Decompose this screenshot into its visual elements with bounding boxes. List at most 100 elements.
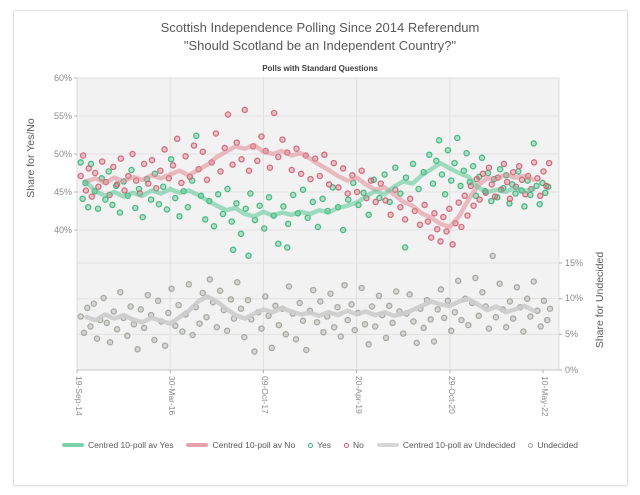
dot-undecided: [406, 291, 413, 298]
dot-undecided: [244, 296, 252, 304]
dot-yes: [84, 203, 92, 211]
dot-undecided: [296, 299, 303, 307]
dot-undecided: [523, 295, 531, 302]
dot-undecided: [80, 329, 88, 337]
dot-no: [145, 180, 152, 187]
dot-no: [545, 159, 553, 167]
dot-undecided: [268, 344, 276, 352]
x-tick-label: 29-Oct-20: [446, 376, 457, 414]
dot-yes: [463, 149, 470, 157]
dot-yes: [339, 226, 347, 234]
dot-undecided: [320, 328, 327, 336]
dot-undecided: [327, 290, 334, 297]
dot-undecided: [479, 288, 486, 296]
dot-undecided: [110, 308, 118, 315]
dot-no: [500, 160, 508, 168]
dot-no: [397, 203, 404, 211]
legend-dot-swatch: [344, 442, 350, 448]
y-right-tick-label: 15%: [565, 257, 584, 268]
dot-yes: [280, 203, 287, 210]
dot-yes: [444, 146, 452, 154]
dot-yes: [365, 211, 372, 219]
dot-yes: [515, 168, 522, 175]
dot-no: [540, 168, 547, 175]
dot-no: [85, 165, 92, 172]
dot-yes: [256, 202, 263, 209]
dot-undecided: [537, 323, 544, 330]
dot-no: [440, 213, 447, 221]
dot-no: [224, 111, 232, 118]
dot-undecided: [189, 331, 196, 339]
dot-yes: [438, 171, 446, 178]
dot-undecided: [292, 336, 300, 343]
legend-label: Undecided: [537, 440, 579, 450]
dot-no: [470, 202, 477, 209]
dot-undecided: [168, 285, 175, 292]
dot-no: [229, 161, 236, 168]
dot-no: [148, 156, 156, 164]
x-tick-label: 20-Apr-19: [353, 376, 364, 414]
dot-undecided: [299, 317, 307, 325]
dot-no: [241, 106, 249, 114]
y-left-tick-label: 50%: [53, 148, 72, 159]
y-right-tick-label: 0%: [565, 364, 579, 375]
dot-yes: [314, 223, 322, 231]
dot-yes: [299, 186, 307, 193]
dot-yes: [392, 164, 399, 171]
dot-no: [458, 223, 465, 231]
x-tick-label: 19-Sep-14: [74, 376, 84, 416]
dot-undecided: [179, 328, 186, 335]
dot-no: [238, 156, 245, 163]
dot-no: [401, 216, 409, 223]
dot-no: [377, 180, 385, 187]
dot-no: [515, 162, 523, 170]
dot-undecided: [458, 316, 465, 324]
dot-undecided: [258, 325, 265, 332]
dot-yes: [376, 194, 383, 202]
legend: Centred 10-poll av Yes Centred 10-poll av…: [0, 440, 640, 450]
dot-no: [217, 168, 224, 175]
dot-undecided: [313, 318, 321, 326]
dot-yes: [457, 182, 464, 190]
dot-no: [485, 164, 493, 171]
dot-yes: [79, 195, 86, 203]
dot-no: [182, 153, 189, 160]
dot-undecided: [282, 331, 290, 338]
dot-yes: [441, 191, 449, 198]
y-left-tick-label: 55%: [53, 110, 72, 121]
dot-no: [254, 157, 261, 165]
dot-yes: [128, 166, 135, 174]
dot-yes: [397, 190, 404, 197]
dot-yes: [214, 191, 222, 198]
dot-yes: [265, 194, 273, 201]
dot-yes: [242, 205, 249, 212]
dot-undecided: [137, 306, 145, 313]
dot-yes: [176, 213, 183, 220]
dot-undecided: [227, 296, 235, 303]
dot-no: [431, 210, 438, 217]
dot-undecided: [348, 301, 355, 308]
dot-no: [173, 135, 181, 143]
dot-no: [479, 170, 487, 178]
dot-undecided: [430, 338, 438, 345]
dot-undecided: [509, 315, 517, 322]
dot-yes: [94, 205, 102, 212]
dot-no: [387, 211, 394, 219]
dot-no: [467, 182, 475, 190]
dot-undecided: [265, 312, 272, 320]
dot-undecided: [134, 346, 141, 353]
dot-no: [325, 181, 333, 188]
dot-undecided: [465, 321, 472, 329]
dot-no: [121, 187, 128, 194]
dot-no: [98, 158, 106, 165]
dot-yes: [229, 246, 237, 254]
dot-undecided: [241, 333, 248, 341]
dot-undecided: [382, 334, 390, 342]
dot-undecided: [513, 284, 521, 291]
dot-undecided: [410, 318, 417, 325]
chart-subtitle: "Should Scotland be an Independent Count…: [183, 38, 457, 53]
dot-no: [95, 183, 102, 190]
y-left-tick-label: 60%: [53, 72, 72, 83]
